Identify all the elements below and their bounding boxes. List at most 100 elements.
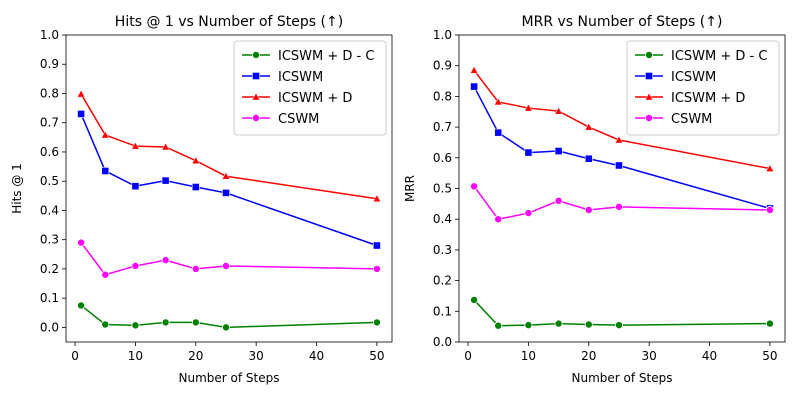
legend-box: [233, 40, 387, 136]
y-tick-label: 0.0: [433, 335, 452, 349]
y-tick-label: 0.5: [40, 174, 59, 188]
data-point: [765, 319, 774, 328]
y-tick-label: 0.2: [433, 274, 452, 288]
data-point: [584, 320, 593, 329]
data-point: [494, 215, 503, 224]
data-point: [77, 110, 85, 118]
chart-title: MRR vs Number of Steps (↑): [522, 14, 723, 30]
data-point: [554, 147, 563, 155]
x-tick-label: 10: [128, 349, 143, 363]
chart-title: Hits @ 1 vs Number of Steps (↑): [115, 14, 343, 30]
data-point: [494, 128, 503, 137]
legend-marker: [645, 51, 654, 60]
legend-entry: ICSWM + D: [278, 91, 352, 106]
data-point: [161, 142, 170, 151]
y-tick-label: 0.8: [433, 89, 452, 103]
data-point: [191, 183, 200, 191]
data-point: [584, 122, 594, 131]
y-tick-label: 0.9: [433, 59, 452, 73]
data-point: [524, 148, 533, 157]
data-point: [554, 196, 563, 205]
data-point: [191, 264, 200, 273]
data-point: [131, 261, 140, 270]
data-point: [469, 65, 479, 74]
legend: ICSWM + D - C ICSWM ICSWM + D CSWM: [626, 40, 780, 136]
series-icswm: [77, 110, 381, 250]
y-tick-label: 0.7: [433, 120, 452, 134]
data-point: [554, 106, 563, 115]
legend-marker: [645, 72, 653, 80]
data-point: [76, 89, 86, 98]
data-point: [373, 241, 381, 250]
data-point: [221, 171, 231, 180]
y-axis-label: Hits @ 1: [10, 163, 24, 214]
data-point: [584, 154, 593, 163]
x-tick-label: 40: [309, 349, 324, 363]
legend-marker: [252, 72, 260, 80]
legend-marker: [251, 51, 260, 60]
series-cswm: [470, 182, 774, 224]
x-tick-label: 40: [702, 349, 717, 363]
y-tick-label: 0.9: [40, 57, 59, 71]
x-tick-label: 0: [71, 349, 79, 363]
x-tick-label: 0: [464, 349, 472, 363]
x-tick-label: 30: [249, 349, 264, 363]
chart-panel-2: MRR vs Number of Steps (↑) 0.0 0.1 0.2 0.3 0.…: [403, 14, 786, 385]
x-axis-label: Number of Steps: [179, 371, 280, 385]
legend-entry: CSWM: [671, 112, 712, 127]
y-tick-label: 0.0: [40, 320, 59, 334]
data-point: [470, 182, 479, 191]
data-point: [494, 321, 503, 330]
legend: ICSWM + D - C ICSWM ICSWM + D CSWM: [233, 40, 387, 136]
data-point: [524, 103, 533, 112]
legend-entry: CSWM: [278, 112, 319, 127]
y-tick-label: 0.3: [40, 233, 59, 247]
y-tick-label: 0.4: [40, 203, 59, 217]
y-tick-label: 0.7: [40, 116, 59, 130]
data-point: [584, 205, 593, 214]
data-point: [131, 141, 140, 150]
data-point: [77, 238, 86, 247]
x-tick-label: 30: [642, 349, 657, 363]
data-point: [614, 135, 624, 144]
data-point: [161, 176, 170, 185]
legend-marker: [644, 92, 654, 101]
legend-entry: ICSWM + D: [671, 91, 745, 106]
data-point: [470, 295, 479, 304]
data-point: [77, 301, 86, 310]
y-tick-label: 0.6: [40, 145, 59, 159]
data-point: [372, 318, 381, 327]
data-point: [524, 209, 533, 218]
data-point: [101, 130, 110, 139]
series-icswm-d: [469, 65, 775, 172]
y-tick-label: 0.5: [433, 182, 452, 196]
data-point: [614, 202, 623, 211]
data-point: [554, 319, 563, 328]
y-tick-label: 0.1: [433, 304, 452, 318]
data-point: [131, 182, 140, 191]
y-tick-label: 0.8: [40, 86, 59, 100]
series-line: [80, 242, 377, 276]
x-tick-label: 20: [581, 349, 596, 363]
data-point: [765, 205, 774, 214]
series-icswm-d: [76, 89, 382, 203]
chart-panel-1: Hits @ 1 vs Number of Steps (↑) 0.0 0.1 0.2…: [10, 14, 393, 385]
data-point: [191, 318, 200, 327]
data-point: [372, 194, 382, 203]
data-point: [131, 321, 140, 330]
data-point: [524, 321, 533, 330]
y-axis-label: MRR: [403, 175, 417, 202]
data-point: [221, 261, 230, 270]
y-tick-label: 1.0: [40, 28, 59, 42]
y-tick-label: 1.0: [433, 28, 452, 42]
legend-entry: ICSWM + D - C: [278, 49, 374, 64]
y-tick-label: 0.3: [433, 243, 452, 257]
data-point: [222, 188, 230, 197]
series-line: [473, 299, 770, 327]
legend-box: [626, 40, 780, 136]
series-line: [80, 304, 377, 329]
x-tick-label: 10: [521, 349, 536, 363]
y-tick-label: 0.1: [40, 291, 59, 305]
x-axis-label: Number of Steps: [572, 371, 673, 385]
